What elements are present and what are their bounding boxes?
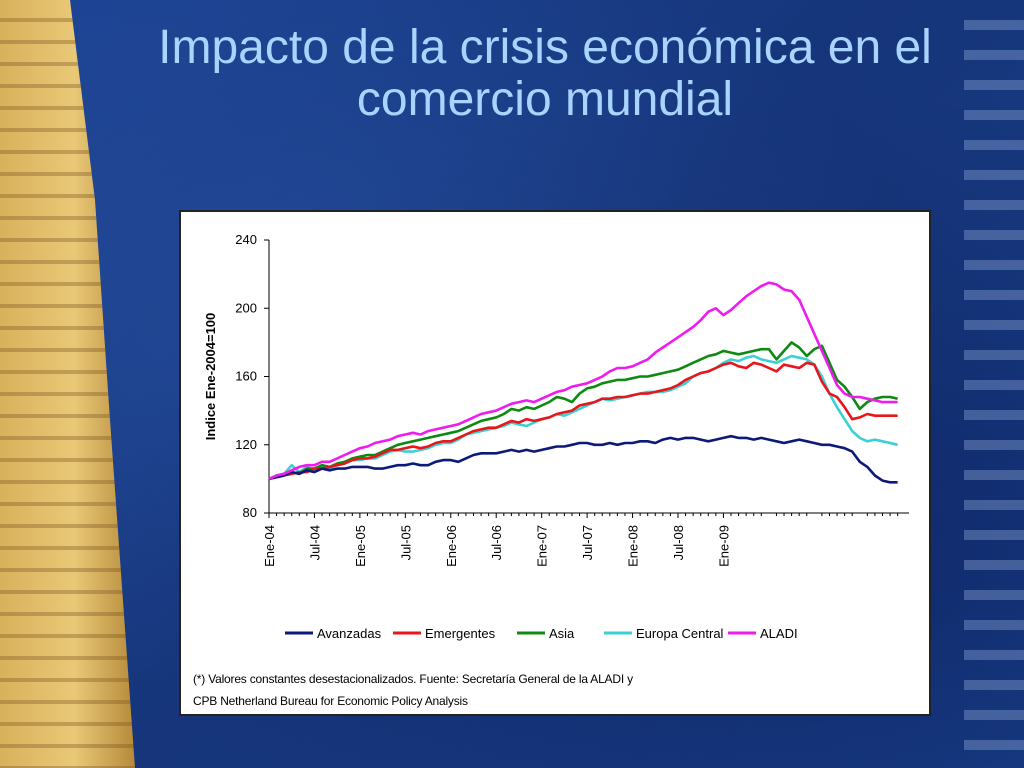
legend-label: Avanzadas xyxy=(317,626,382,641)
y-tick-label: 80 xyxy=(243,505,257,520)
legend-label: Asia xyxy=(549,626,575,641)
y-tick-label: 240 xyxy=(235,232,257,247)
legend-label: Emergentes xyxy=(425,626,496,641)
x-tick-label: Ene-05 xyxy=(353,525,368,567)
series-line-europa-central xyxy=(268,354,898,481)
footnote-line-1: (*) Valores constantes desestacionalizad… xyxy=(193,672,633,686)
series-line-asia xyxy=(268,341,898,481)
y-tick-label: 120 xyxy=(235,437,257,452)
x-tick-label: Ene-07 xyxy=(535,525,550,567)
series-line-aladi xyxy=(268,281,898,481)
slide-title: Impacto de la crisis económica en el com… xyxy=(158,21,932,126)
decorative-right-bars xyxy=(964,0,1024,768)
x-tick-label: Ene-08 xyxy=(626,525,641,567)
legend-label: Europa Central xyxy=(636,626,724,641)
y-tick-label: 200 xyxy=(235,300,257,315)
series-line-avanzadas xyxy=(268,434,898,484)
x-tick-label: Jul-08 xyxy=(671,525,686,560)
footnote-line-2: CPB Netherland Bureau for Economic Polic… xyxy=(193,694,468,708)
x-tick-label: Ene-04 xyxy=(262,525,277,567)
x-tick-label: Ene-06 xyxy=(444,525,459,567)
series-line-emergentes xyxy=(268,361,898,481)
x-tick-label: Jul-07 xyxy=(580,525,595,560)
y-tick-label: 160 xyxy=(235,369,257,384)
y-axis-label: Indice Ene-2004=100 xyxy=(203,313,218,441)
line-chart: 80 120 160 200 240 Indice Ene-2004=100 Ene-04 J… xyxy=(203,232,909,641)
x-tick-label: Jul-05 xyxy=(398,525,413,560)
legend-label: ALADI xyxy=(760,626,798,641)
chart-panel: 80 120 160 200 240 Indice Ene-2004=100 Ene-04 J… xyxy=(179,210,931,716)
x-tick-label: Jul-04 xyxy=(307,525,322,560)
x-tick-label: Jul-06 xyxy=(489,525,504,560)
x-tick-label: Ene-09 xyxy=(716,525,731,567)
